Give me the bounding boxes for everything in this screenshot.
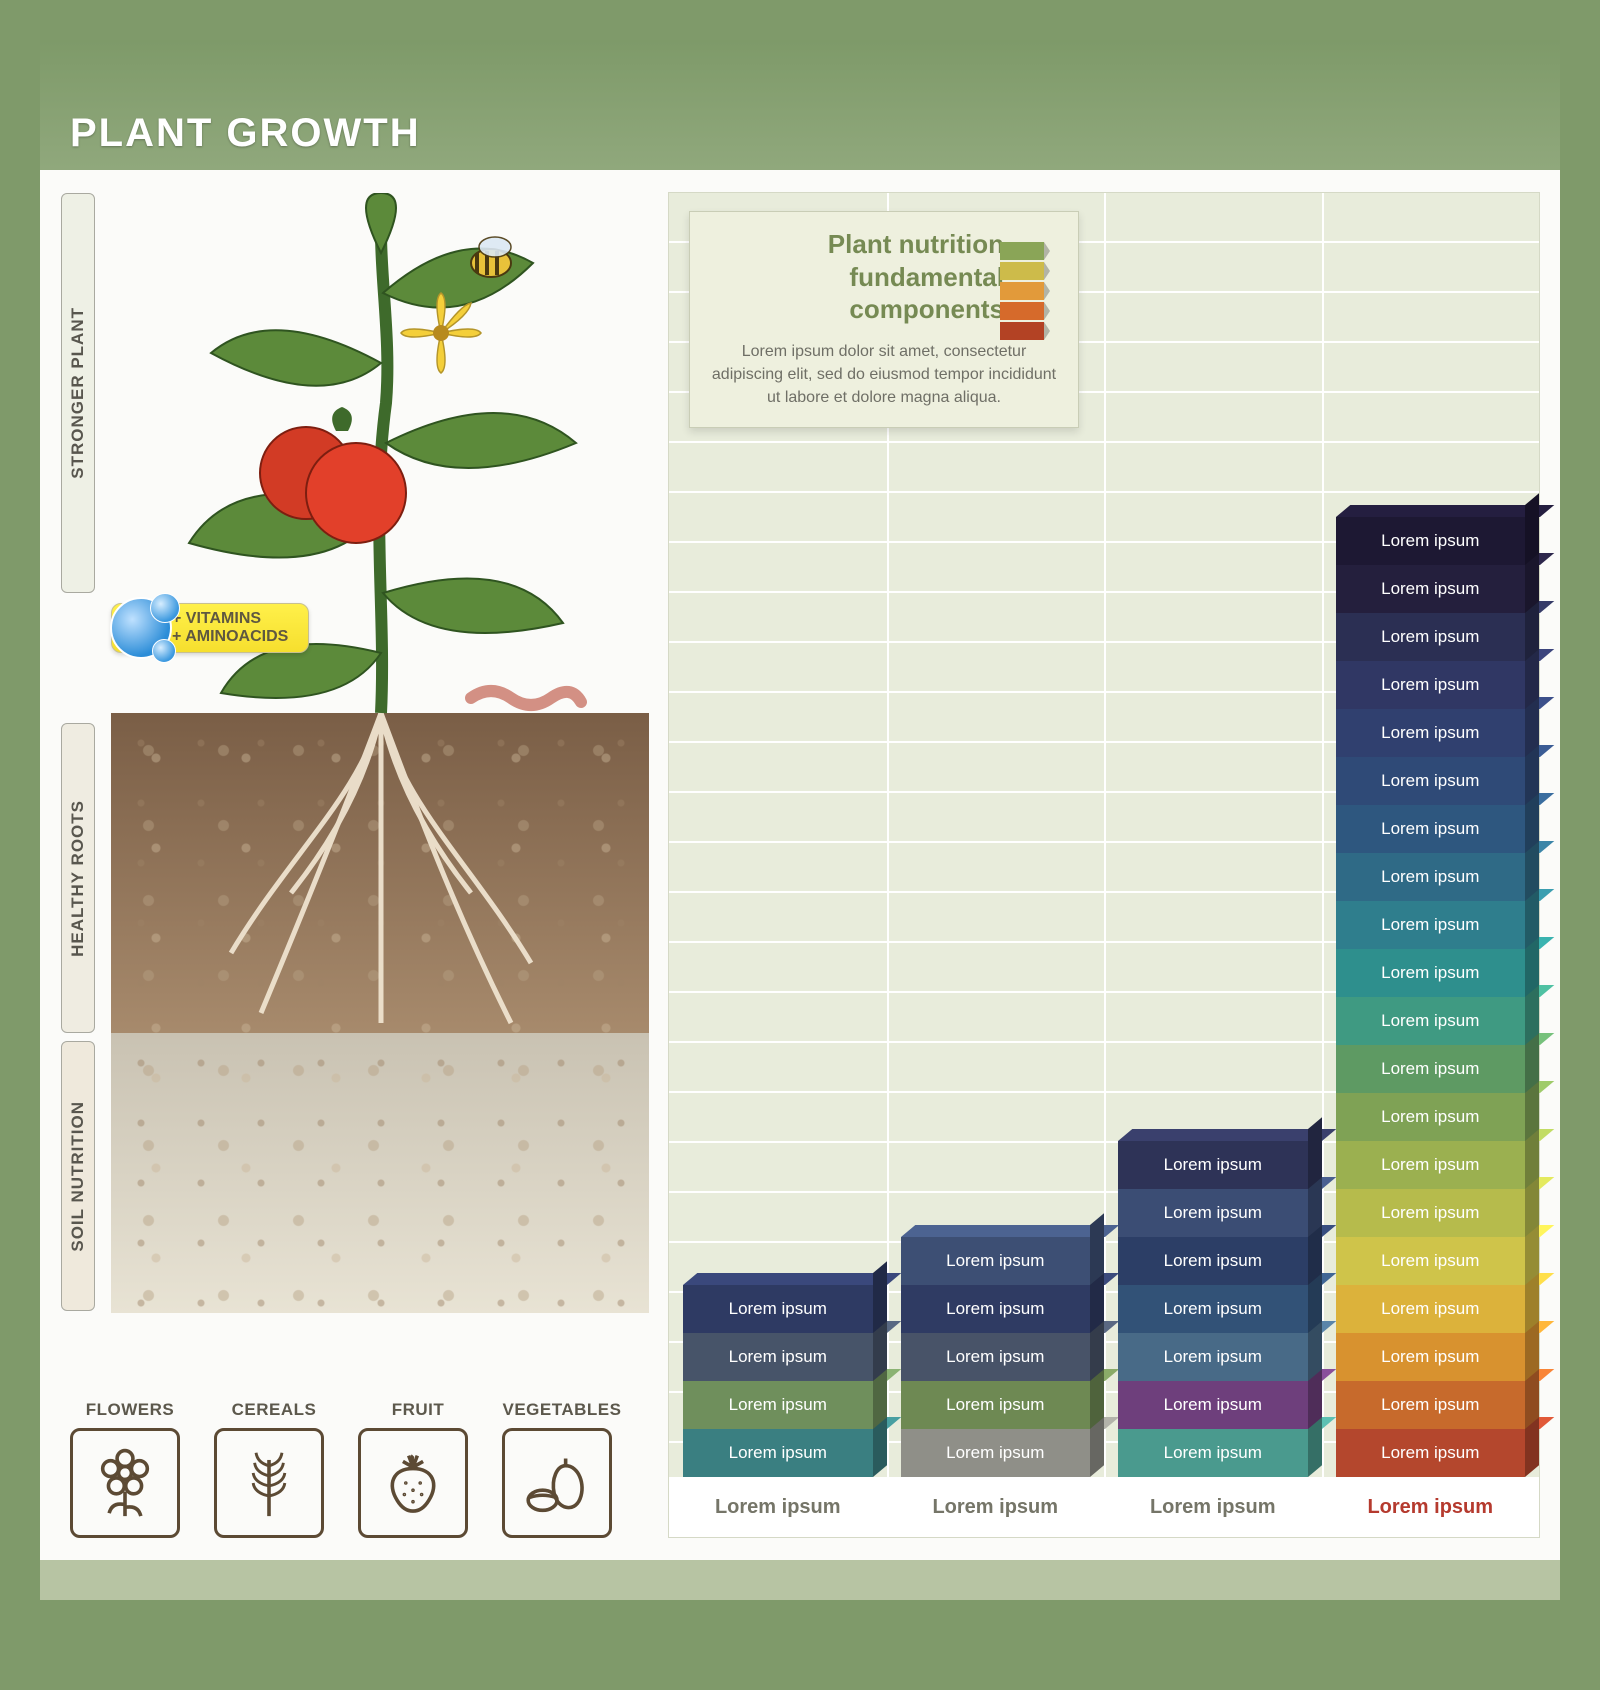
- stack-block: Lorem ipsum: [1118, 1141, 1308, 1189]
- x-axis: Lorem ipsumLorem ipsumLorem ipsumLorem i…: [669, 1477, 1539, 1537]
- stack-block: Lorem ipsum: [1336, 1237, 1526, 1285]
- stack-block: Lorem ipsum: [1336, 709, 1526, 757]
- plant-diagram: STRONGER PLANT HEALTHY ROOTS SOIL NUTRIT…: [50, 192, 650, 1384]
- x-axis-label: Lorem ipsum: [1322, 1477, 1540, 1537]
- stack: Lorem ipsumLorem ipsumLorem ipsumLorem i…: [901, 1237, 1091, 1477]
- nutrient-line: + AMINOACIDS: [172, 628, 288, 646]
- stack-block: Lorem ipsum: [1336, 1333, 1526, 1381]
- stack-block: Lorem ipsum: [1118, 1285, 1308, 1333]
- infographic-frame: PLANT GROWTH STRONGER PLANT HEALTHY ROOT…: [40, 40, 1560, 1600]
- stack-column: Lorem ipsumLorem ipsumLorem ipsumLorem i…: [887, 193, 1105, 1477]
- stack-block: Lorem ipsum: [1336, 1429, 1526, 1477]
- stack-block: Lorem ipsum: [683, 1381, 873, 1429]
- plant-illustration: + VITAMINS + AMINOACIDS: [111, 193, 649, 1383]
- stack-block: Lorem ipsum: [901, 1333, 1091, 1381]
- stack-block: Lorem ipsum: [1336, 1141, 1526, 1189]
- stack-block: Lorem ipsum: [1336, 805, 1526, 853]
- stack-block: Lorem ipsum: [1336, 757, 1526, 805]
- nutrient-line: + VITAMINS: [172, 610, 288, 628]
- stack-column: Lorem ipsumLorem ipsumLorem ipsumLorem i…: [1104, 193, 1322, 1477]
- molecule-icon: [110, 597, 172, 659]
- category-flowers: FLOWERS: [70, 1400, 190, 1538]
- stack-block: Lorem ipsum: [1118, 1333, 1308, 1381]
- stack-block: Lorem ipsum: [901, 1237, 1091, 1285]
- flower-icon: [70, 1428, 180, 1538]
- category-cereals: CEREALS: [214, 1400, 334, 1538]
- wheat-icon: [214, 1428, 324, 1538]
- stack-block: Lorem ipsum: [1336, 517, 1526, 565]
- category-vegetables: VEGETABLES: [502, 1400, 622, 1538]
- section-label-soil-nutrition: SOIL NUTRITION: [61, 1041, 95, 1311]
- strawberry-icon: [358, 1428, 468, 1538]
- stack-block: Lorem ipsum: [1336, 565, 1526, 613]
- stack-block: Lorem ipsum: [1336, 853, 1526, 901]
- nutrient-badge: + VITAMINS + AMINOACIDS: [111, 603, 309, 653]
- category-label: VEGETABLES: [502, 1400, 622, 1420]
- category-fruit: FRUIT: [358, 1400, 478, 1538]
- stack-block: Lorem ipsum: [1118, 1237, 1308, 1285]
- plant-svg: [111, 193, 651, 1313]
- stack-block: Lorem ipsum: [1118, 1381, 1308, 1429]
- stack-block: Lorem ipsum: [683, 1333, 873, 1381]
- stack-block: Lorem ipsum: [1118, 1429, 1308, 1477]
- section-label-text: HEALTHY ROOTS: [68, 800, 88, 957]
- stack-block: Lorem ipsum: [1118, 1189, 1308, 1237]
- category-row: FLOWERS CEREALS: [50, 1384, 650, 1538]
- nutrient-badge-text: + VITAMINS + AMINOACIDS: [172, 610, 288, 646]
- x-axis-label: Lorem ipsum: [887, 1477, 1105, 1537]
- category-label: CEREALS: [214, 1400, 334, 1420]
- right-column-chart: Plant nutrition fundamental components L…: [668, 192, 1540, 1538]
- veggies-icon: [502, 1428, 612, 1538]
- header-band: PLANT GROWTH: [40, 40, 1560, 170]
- section-label-healthy-roots: HEALTHY ROOTS: [61, 723, 95, 1033]
- section-label-text: STRONGER PLANT: [68, 307, 88, 479]
- stack-block: Lorem ipsum: [1336, 1045, 1526, 1093]
- stack: Lorem ipsumLorem ipsumLorem ipsumLorem i…: [1118, 1141, 1308, 1477]
- stack-column: Lorem ipsumLorem ipsumLorem ipsumLorem i…: [669, 193, 887, 1477]
- category-label: FLOWERS: [70, 1400, 190, 1420]
- x-axis-label: Lorem ipsum: [1104, 1477, 1322, 1537]
- stack-column: Lorem ipsumLorem ipsumLorem ipsumLorem i…: [1322, 193, 1540, 1477]
- stack-block: Lorem ipsum: [901, 1285, 1091, 1333]
- stack-block: Lorem ipsum: [901, 1381, 1091, 1429]
- stack-block: Lorem ipsum: [1336, 997, 1526, 1045]
- stack-block: Lorem ipsum: [1336, 1381, 1526, 1429]
- stack-block: Lorem ipsum: [1336, 661, 1526, 709]
- stack-block: Lorem ipsum: [1336, 1285, 1526, 1333]
- left-column: STRONGER PLANT HEALTHY ROOTS SOIL NUTRIT…: [50, 192, 650, 1538]
- section-label-text: SOIL NUTRITION: [68, 1101, 88, 1252]
- stack-block: Lorem ipsum: [901, 1429, 1091, 1477]
- stack-block: Lorem ipsum: [1336, 1093, 1526, 1141]
- page-title: PLANT GROWTH: [70, 111, 421, 156]
- section-label-stronger-plant: STRONGER PLANT: [61, 193, 95, 593]
- footer-band: [40, 1560, 1560, 1600]
- stack-block: Lorem ipsum: [1336, 949, 1526, 997]
- stack: Lorem ipsumLorem ipsumLorem ipsumLorem i…: [1336, 517, 1526, 1477]
- bar-stacks: Lorem ipsumLorem ipsumLorem ipsumLorem i…: [669, 193, 1539, 1477]
- stack-block: Lorem ipsum: [1336, 1189, 1526, 1237]
- stack-block: Lorem ipsum: [683, 1429, 873, 1477]
- stack-block: Lorem ipsum: [1336, 901, 1526, 949]
- x-axis-label: Lorem ipsum: [669, 1477, 887, 1537]
- stack-block: Lorem ipsum: [683, 1285, 873, 1333]
- stack: Lorem ipsumLorem ipsumLorem ipsumLorem i…: [683, 1285, 873, 1477]
- content-area: STRONGER PLANT HEALTHY ROOTS SOIL NUTRIT…: [40, 170, 1560, 1560]
- stack-block: Lorem ipsum: [1336, 613, 1526, 661]
- category-label: FRUIT: [358, 1400, 478, 1420]
